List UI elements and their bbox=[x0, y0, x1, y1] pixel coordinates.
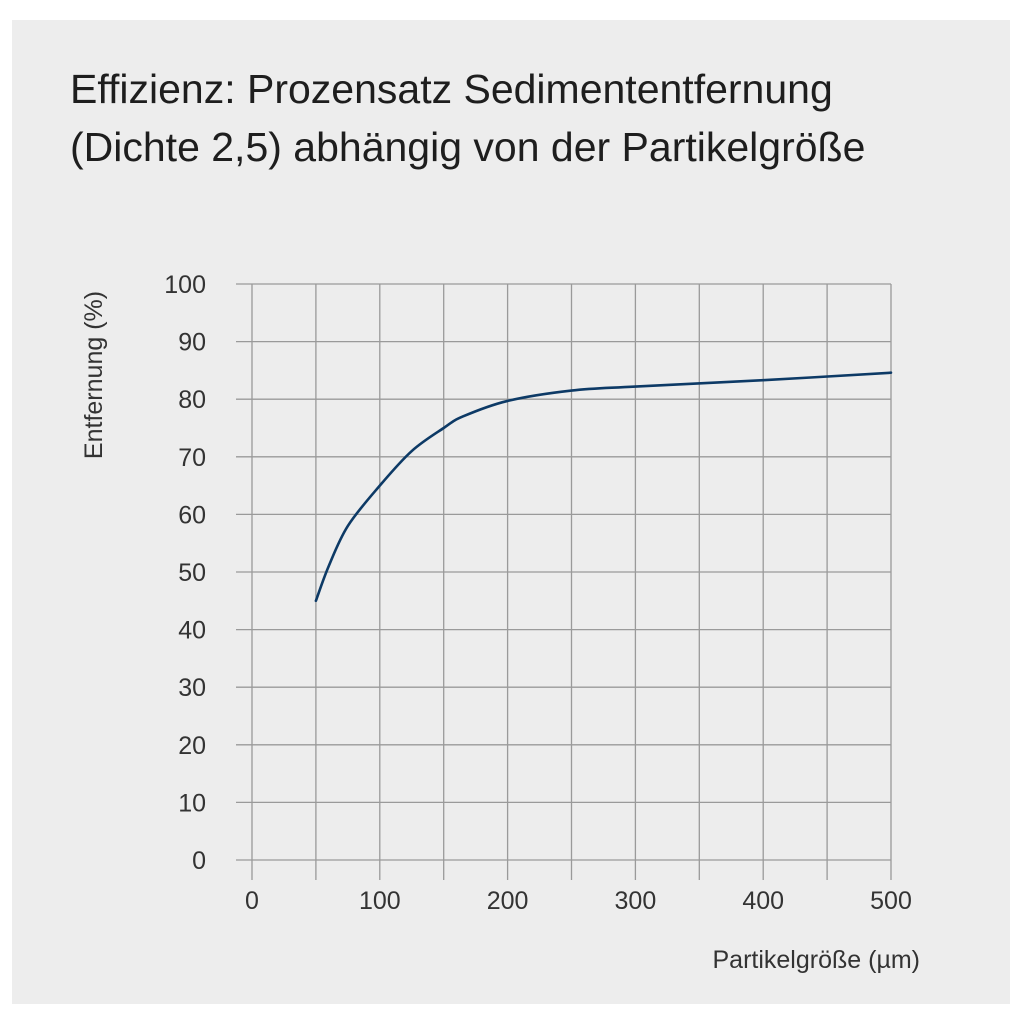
y-tick-label: 50 bbox=[178, 559, 206, 587]
x-tick-label: 400 bbox=[742, 887, 784, 915]
x-tick-label: 300 bbox=[615, 887, 657, 915]
x-axis-ticks: 0 100 200 300 400 500 bbox=[245, 887, 912, 915]
chart-title-line-1: Effizienz: Prozensatz Sedimententfernung bbox=[70, 66, 833, 112]
y-tick-label: 100 bbox=[164, 271, 206, 299]
chart-title-line-2: (Dichte 2,5) abhängig von der Partikelgr… bbox=[70, 124, 866, 170]
y-tick-label: 80 bbox=[178, 386, 206, 414]
y-tick-label: 70 bbox=[178, 444, 206, 472]
y-tick-label: 0 bbox=[192, 847, 206, 875]
y-axis-ticks: 0 10 20 30 40 50 60 70 80 90 100 bbox=[164, 271, 206, 875]
x-tick-label: 100 bbox=[359, 887, 401, 915]
grid bbox=[236, 283, 892, 880]
chart-title: Effizienz: Prozensatz Sedimententfernung… bbox=[70, 60, 990, 176]
y-tick-label: 30 bbox=[178, 674, 206, 702]
x-tick-label: 0 bbox=[245, 887, 259, 915]
y-tick-label: 90 bbox=[178, 329, 206, 357]
x-tick-label: 200 bbox=[487, 887, 529, 915]
y-tick-label: 60 bbox=[178, 501, 206, 529]
y-tick-label: 40 bbox=[178, 617, 206, 645]
chart-panel bbox=[12, 20, 1010, 1004]
series-line bbox=[314, 371, 893, 603]
x-axis-label: Partikelgröße (µm) bbox=[713, 946, 921, 974]
series-lines bbox=[314, 371, 893, 603]
y-tick-label: 20 bbox=[178, 732, 206, 760]
y-tick-label: 10 bbox=[178, 789, 206, 817]
x-tick-label: 500 bbox=[870, 887, 912, 915]
y-axis-label: Entfernung (%) bbox=[80, 291, 108, 459]
